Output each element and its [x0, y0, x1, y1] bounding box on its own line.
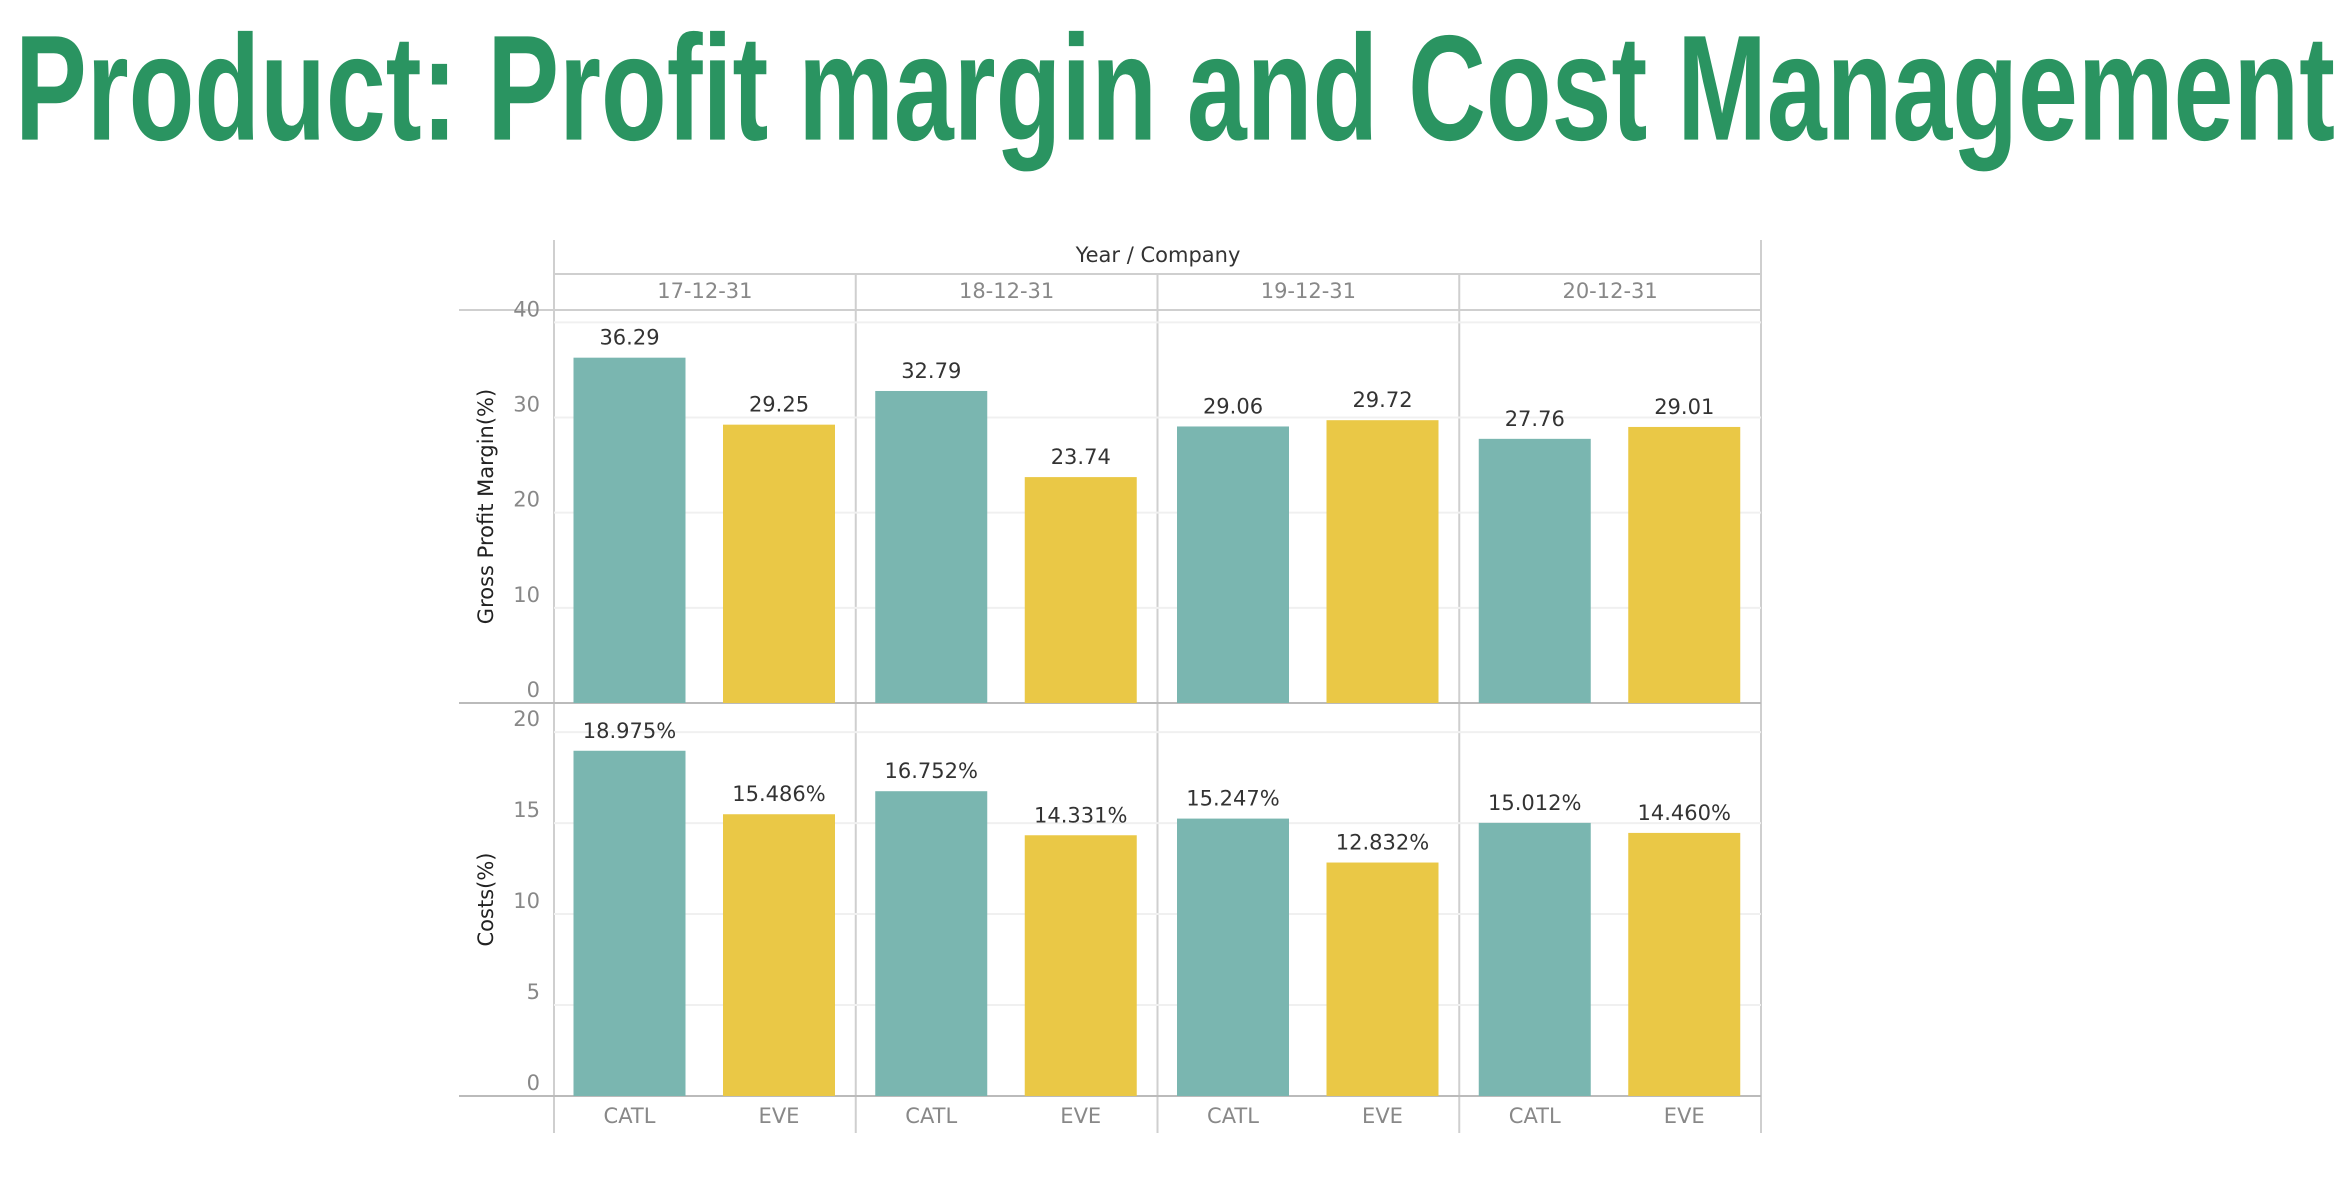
- bar: [1628, 832, 1741, 1096]
- value-label: 15.012%: [1488, 791, 1581, 815]
- bar: [1628, 426, 1741, 703]
- bar: [1478, 438, 1591, 703]
- y-tick-label: 10: [513, 583, 540, 607]
- x-tick-label: CATL: [1509, 1104, 1561, 1128]
- bar: [573, 357, 686, 703]
- bar: [1177, 426, 1289, 703]
- bar: [1326, 420, 1439, 703]
- bar: [1478, 822, 1591, 1096]
- value-label: 12.832%: [1336, 831, 1429, 855]
- value-label: 16.752%: [885, 759, 978, 783]
- y-axis-title: Gross Profit Margin(%): [474, 389, 498, 624]
- value-label: 23.74: [1051, 445, 1111, 469]
- bar: [1024, 835, 1137, 1096]
- bar: [723, 424, 835, 703]
- y-tick-label: 20: [513, 707, 540, 731]
- bar: [573, 750, 686, 1096]
- value-label: 32.79: [901, 359, 961, 383]
- value-label: 14.331%: [1034, 803, 1127, 827]
- bar: [875, 791, 988, 1096]
- x-tick-label: EVE: [1060, 1104, 1101, 1128]
- bar: [1326, 862, 1439, 1096]
- page-title: Product: Profit margin and Cost Manageme…: [15, 4, 2335, 172]
- value-label: 18.975%: [583, 719, 676, 743]
- year-label: 17-12-31: [657, 279, 752, 303]
- y-tick-label: 0: [527, 678, 540, 702]
- value-label: 29.06: [1203, 394, 1263, 418]
- x-tick-label: CATL: [1207, 1104, 1259, 1128]
- value-label: 27.76: [1505, 407, 1565, 431]
- x-tick-label: CATL: [905, 1104, 957, 1128]
- x-tick-label: EVE: [1664, 1104, 1705, 1128]
- bar: [1177, 818, 1289, 1096]
- y-tick-label: 0: [527, 1071, 540, 1095]
- year-label: 18-12-31: [959, 279, 1054, 303]
- value-label: 14.460%: [1638, 801, 1731, 825]
- value-label: 15.486%: [732, 782, 825, 806]
- y-tick-label: 30: [513, 393, 540, 417]
- bar: [723, 814, 835, 1096]
- y-axis-title: Costs(%): [474, 853, 498, 947]
- y-tick-label: 15: [513, 798, 540, 822]
- x-tick-label: EVE: [759, 1104, 800, 1128]
- value-label: 29.01: [1654, 395, 1714, 419]
- year-label: 20-12-31: [1562, 279, 1657, 303]
- bar: [1024, 477, 1137, 703]
- value-label: 29.72: [1352, 388, 1412, 412]
- value-label: 29.25: [749, 393, 809, 417]
- y-tick-label: 10: [513, 889, 540, 913]
- x-tick-label: CATL: [604, 1104, 656, 1128]
- year-label: 19-12-31: [1261, 279, 1356, 303]
- column-header: Year / Company: [1075, 243, 1241, 267]
- bar: [875, 390, 988, 703]
- y-tick-label: 40: [513, 297, 540, 321]
- y-tick-label: 20: [513, 488, 540, 512]
- value-label: 36.29: [599, 326, 659, 350]
- x-tick-label: EVE: [1362, 1104, 1403, 1128]
- value-label: 15.247%: [1186, 787, 1279, 811]
- y-tick-label: 5: [527, 980, 540, 1004]
